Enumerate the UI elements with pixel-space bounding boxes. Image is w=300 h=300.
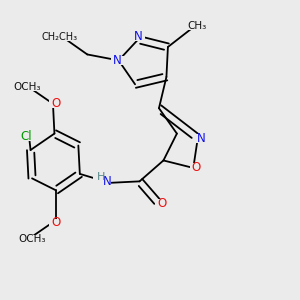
- FancyBboxPatch shape: [50, 99, 62, 108]
- Text: O: O: [192, 161, 201, 174]
- Text: CH₃: CH₃: [188, 21, 207, 31]
- Text: N: N: [113, 54, 122, 67]
- Text: O: O: [51, 97, 61, 110]
- FancyBboxPatch shape: [93, 176, 111, 188]
- Text: O: O: [157, 197, 167, 210]
- FancyBboxPatch shape: [184, 22, 211, 30]
- Text: OCH₃: OCH₃: [13, 82, 40, 92]
- FancyBboxPatch shape: [190, 164, 203, 172]
- Text: O: O: [51, 216, 61, 229]
- Text: OCH₃: OCH₃: [18, 234, 46, 244]
- FancyBboxPatch shape: [12, 83, 42, 92]
- FancyBboxPatch shape: [194, 134, 207, 142]
- FancyBboxPatch shape: [16, 132, 37, 141]
- FancyBboxPatch shape: [40, 32, 79, 41]
- Text: N: N: [134, 30, 142, 43]
- Text: N: N: [196, 132, 205, 145]
- FancyBboxPatch shape: [50, 219, 62, 226]
- Text: CH₂CH₃: CH₂CH₃: [41, 32, 78, 41]
- Text: N: N: [102, 175, 111, 188]
- FancyBboxPatch shape: [111, 56, 124, 65]
- Text: H: H: [97, 172, 105, 182]
- FancyBboxPatch shape: [17, 235, 47, 243]
- FancyBboxPatch shape: [131, 32, 145, 41]
- Text: Cl: Cl: [21, 130, 32, 143]
- FancyBboxPatch shape: [155, 199, 169, 208]
